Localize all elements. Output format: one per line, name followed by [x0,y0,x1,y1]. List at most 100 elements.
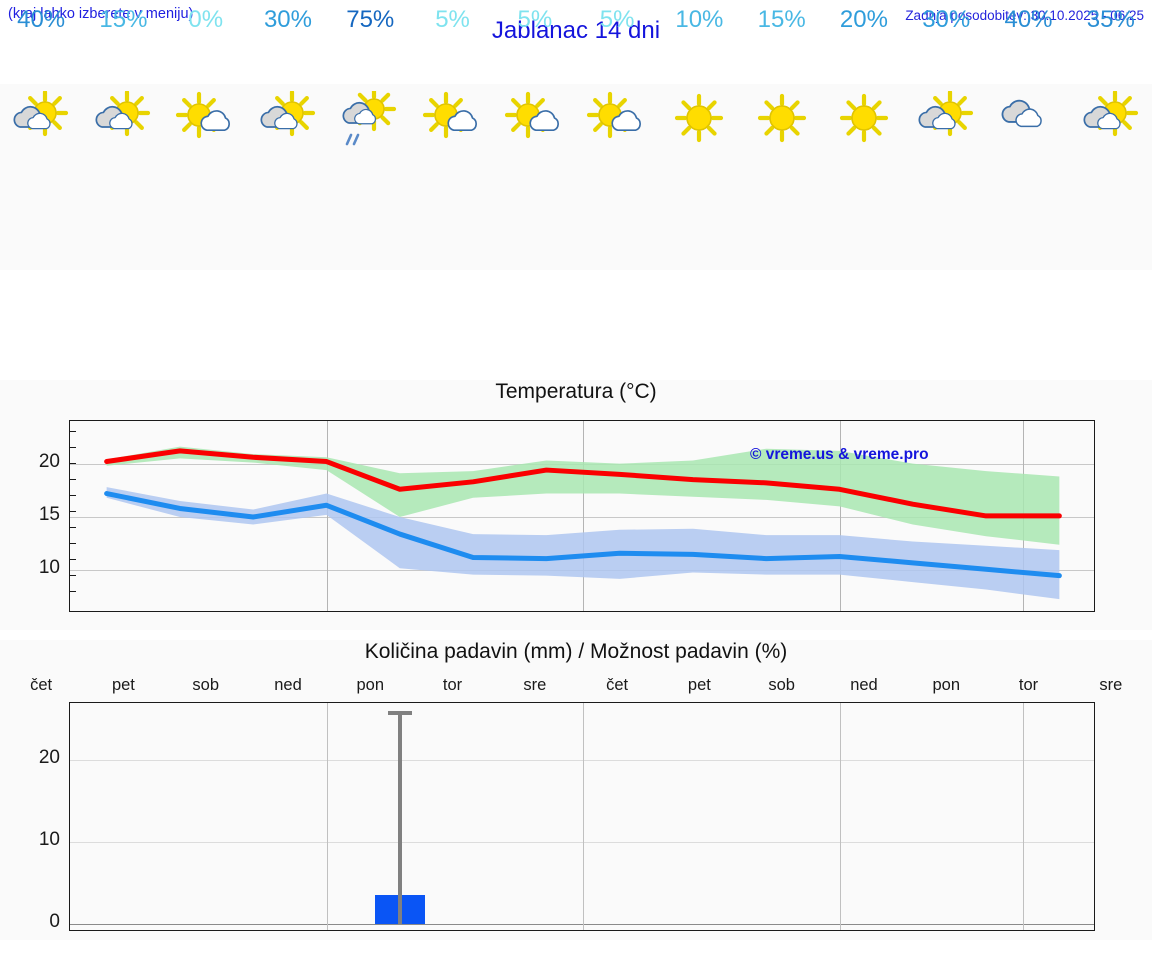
precipitation-probability: 35% [1086,6,1135,33]
sun-icon [662,91,736,147]
precipitation-probability: 30% [922,6,971,33]
precipitation-probability: 5% [599,6,635,33]
precipitation-day-label: sre [523,676,547,694]
precipitation-probability: 15% [757,6,806,33]
gridline [840,421,841,611]
precipitation-day-label: tor [1018,676,1039,694]
precipitation-day-label: pet [111,676,135,694]
gridline [327,703,328,930]
temperature-chart-panel: Temperatura (°C) 20 15 10 © vreme.us & vre… [0,380,1152,630]
y-axis-tick-label: 0 [49,910,60,932]
y-axis-tick-mark [69,430,76,433]
sun-cloud-rain-icon [333,91,407,147]
precipitation-error-bar [397,711,402,924]
temperature-plot-area [69,420,1095,612]
precipitation-day-label: pon [356,676,385,694]
precipitation-day-labels: čet pet sob ned pon tor sre čet pet sob ned pon tor s… [0,676,1152,698]
sun-behind-cloud-icon [4,91,78,147]
precipitation-probability: 5% [517,6,553,33]
day-column[interactable] [411,84,493,270]
precipitation-day-label: ned [274,676,302,694]
cloud-icon [992,91,1066,147]
precipitation-day-label: pet [687,676,711,694]
y-axis-tick-label: 20 [38,747,60,769]
precipitation-probability: 0% [188,6,224,33]
page-title: Jablanac 14 dni [491,17,661,44]
sun-behind-cloud-icon [86,91,160,147]
day-column[interactable] [741,84,823,270]
precipitation-plot-area [69,702,1095,931]
sun-behind-cloud-icon [1074,91,1148,147]
precipitation-probability: 15% [99,6,148,33]
daily-forecast-strip [0,84,1152,270]
sun-icon [745,91,819,147]
precipitation-probability: 75% [346,6,395,33]
temperature-series [104,446,1062,600]
precipitation-day-label: tor [442,676,463,694]
y-axis-tick-mark [69,526,76,529]
precipitation-probability: 40% [17,6,66,33]
day-column[interactable] [1070,84,1152,270]
precipitation-day-label: sre [1099,676,1123,694]
sun-small-cloud-icon [580,91,654,147]
y-axis-tick-mark [69,590,76,593]
gridline [840,703,841,930]
precipitation-chart-title: Količina padavin (mm) / Možnost padavin … [364,640,788,663]
day-column[interactable] [576,84,658,270]
precipitation-probability: 20% [839,6,888,33]
precipitation-probability: 30% [263,6,312,33]
precipitation-error-cap [387,711,412,716]
precipitation-day-label: sob [192,676,219,694]
precipitation-probability: 10% [675,6,724,33]
copyright-label: © vreme.us & vreme.pro [750,446,929,463]
gridline [70,760,1094,762]
gridline [1023,703,1024,930]
day-column[interactable] [658,84,740,270]
last-updated-label: Zadnja posodobitev: 30.10.2025 - 06:25 [905,8,1144,23]
y-axis-tick-label: 20 [38,450,60,472]
location-menu-note[interactable]: (kraj lahko izberete v meniju) [8,6,194,22]
gridline [327,421,328,611]
y-axis-tick-mark [69,542,76,545]
gridline [583,703,584,930]
precipitation-day-label: čet [606,676,629,694]
day-column[interactable] [247,84,329,270]
day-column[interactable] [987,84,1069,270]
day-column[interactable] [905,84,987,270]
day-column[interactable] [0,84,82,270]
sun-icon [827,91,901,147]
y-axis-tick-mark [69,462,76,465]
day-column[interactable] [329,84,411,270]
gridline [583,421,584,611]
y-axis-tick-mark [69,446,76,449]
temperature-line [104,491,1062,579]
day-column[interactable] [82,84,164,270]
sun-behind-cloud-icon [251,91,325,147]
day-column[interactable] [165,84,247,270]
day-column[interactable] [823,84,905,270]
temperature-chart-title: Temperatura (°C) [495,380,657,403]
y-axis-tick-mark [69,574,76,577]
precipitation-chart-panel: Količina padavin (mm) / Možnost padavin … [0,640,1152,940]
precipitation-day-label: sob [768,676,795,694]
y-axis-tick-mark [69,510,76,513]
y-axis-tick-label: 10 [38,557,60,579]
precipitation-day-label: čet [30,676,53,694]
gridline [70,923,1094,925]
page-header: (kraj lahko izberete v meniju) Jablanac … [0,0,1152,62]
y-axis-tick-mark [69,558,76,561]
gridline [70,517,1094,518]
y-axis-tick-label: 10 [38,829,60,851]
sun-behind-cloud-icon [909,91,983,147]
sun-small-cloud-icon [498,91,572,147]
precipitation-day-label: pon [932,676,960,694]
temperature-line [104,448,1062,519]
sun-small-cloud-icon [416,91,490,147]
precipitation-probability: 40% [1004,6,1053,33]
y-axis-tick-mark [69,494,76,497]
gridline [70,842,1094,844]
precipitation-day-label: ned [850,676,878,694]
day-column[interactable] [494,84,576,270]
y-axis-tick-label: 15 [38,504,60,525]
